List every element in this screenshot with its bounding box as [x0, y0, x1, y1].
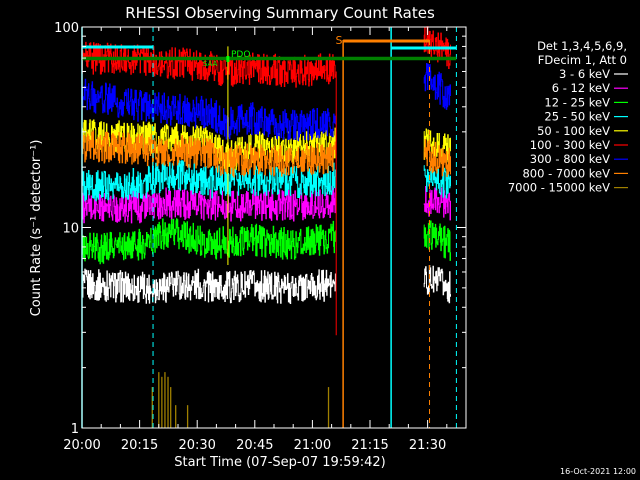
annotation-saa: SAA [203, 60, 218, 68]
pdo-marker [226, 56, 230, 62]
series-line-4-1 [82, 159, 336, 202]
series-8 [82, 130, 451, 178]
series-line-5-2 [423, 128, 451, 165]
y-tick-label: 10 [62, 222, 79, 237]
series-line-2-2 [423, 186, 451, 221]
series-line-7-2 [423, 63, 451, 110]
footer-date: 16-Oct-2021 12:00 [560, 467, 636, 476]
legend-header-line-2: FDecim 1, Att 0 [538, 53, 627, 67]
series-line-2-1 [82, 185, 336, 224]
y-axis-label: Count Rate (s⁻¹ detector⁻¹) [29, 140, 44, 317]
series-line-6-1 [82, 41, 336, 88]
series-line-1-2 [423, 265, 451, 304]
legend-label-3: 12 - 25 keV [544, 95, 610, 109]
legend-label-7: 300 - 800 keV [530, 152, 610, 166]
axes: 1 10 100 20:00 20:15 20:30 20:45 21:00 21:15 21:3… [54, 21, 467, 453]
annotations: S SAA PDO [203, 34, 342, 68]
series-line-3-2 [423, 220, 451, 261]
series-1 [82, 265, 451, 304]
x-ticks: 20:00 20:15 20:30 20:45 21:00 21:15 21:30 [63, 27, 467, 453]
y-tick-label: 1 [71, 422, 79, 437]
series-9-spikes [151, 372, 330, 428]
legend-label-9: 7000 - 15000 keV [508, 181, 610, 195]
legend-label-8: 800 - 7000 keV [522, 166, 610, 180]
series-line-7-1 [82, 78, 336, 142]
x-tick-label: 21:15 [351, 438, 388, 453]
x-axis-label: Start Time (07-Sep-07 19:59:42) [174, 455, 385, 470]
annotation-pdo: PDO [231, 50, 250, 60]
series-line-3-1 [82, 218, 336, 265]
legend-label-1: 3 - 6 keV [559, 67, 610, 81]
series-2 [82, 185, 451, 224]
series-line-8-1 [82, 130, 336, 178]
x-tick-label: 21:00 [294, 438, 331, 453]
y-ticks: 1 10 100 [54, 21, 466, 437]
series-7 [82, 63, 451, 142]
legend-label-2: 6 - 12 keV [552, 81, 610, 95]
x-tick-label: 20:45 [236, 438, 273, 453]
series-line-6-2 [423, 26, 451, 69]
series-line-8-2 [423, 139, 451, 177]
annotation-s: S [335, 34, 342, 47]
legend-header-line-1: Det 1,3,4,5,6,9, [537, 39, 627, 53]
x-tick-label: 21:30 [409, 438, 446, 453]
x-tick-label: 20:15 [121, 438, 158, 453]
chart-title: RHESSI Observing Summary Count Rates [125, 4, 435, 22]
x-tick-label: 20:00 [63, 438, 100, 453]
legend-label-5: 50 - 100 keV [537, 124, 610, 138]
series-line-1-1 [82, 268, 336, 304]
legend: Det 1,3,4,5,6,9, FDecim 1, Att 0 3 - 6 k… [508, 39, 628, 195]
y-tick-label: 100 [54, 21, 79, 36]
x-tick-label: 20:30 [178, 438, 215, 453]
legend-label-6: 100 - 300 keV [530, 138, 610, 152]
status-bars [82, 39, 457, 62]
series-6 [82, 26, 451, 88]
legend-label-4: 25 - 50 keV [544, 110, 610, 124]
series-3 [82, 218, 451, 265]
